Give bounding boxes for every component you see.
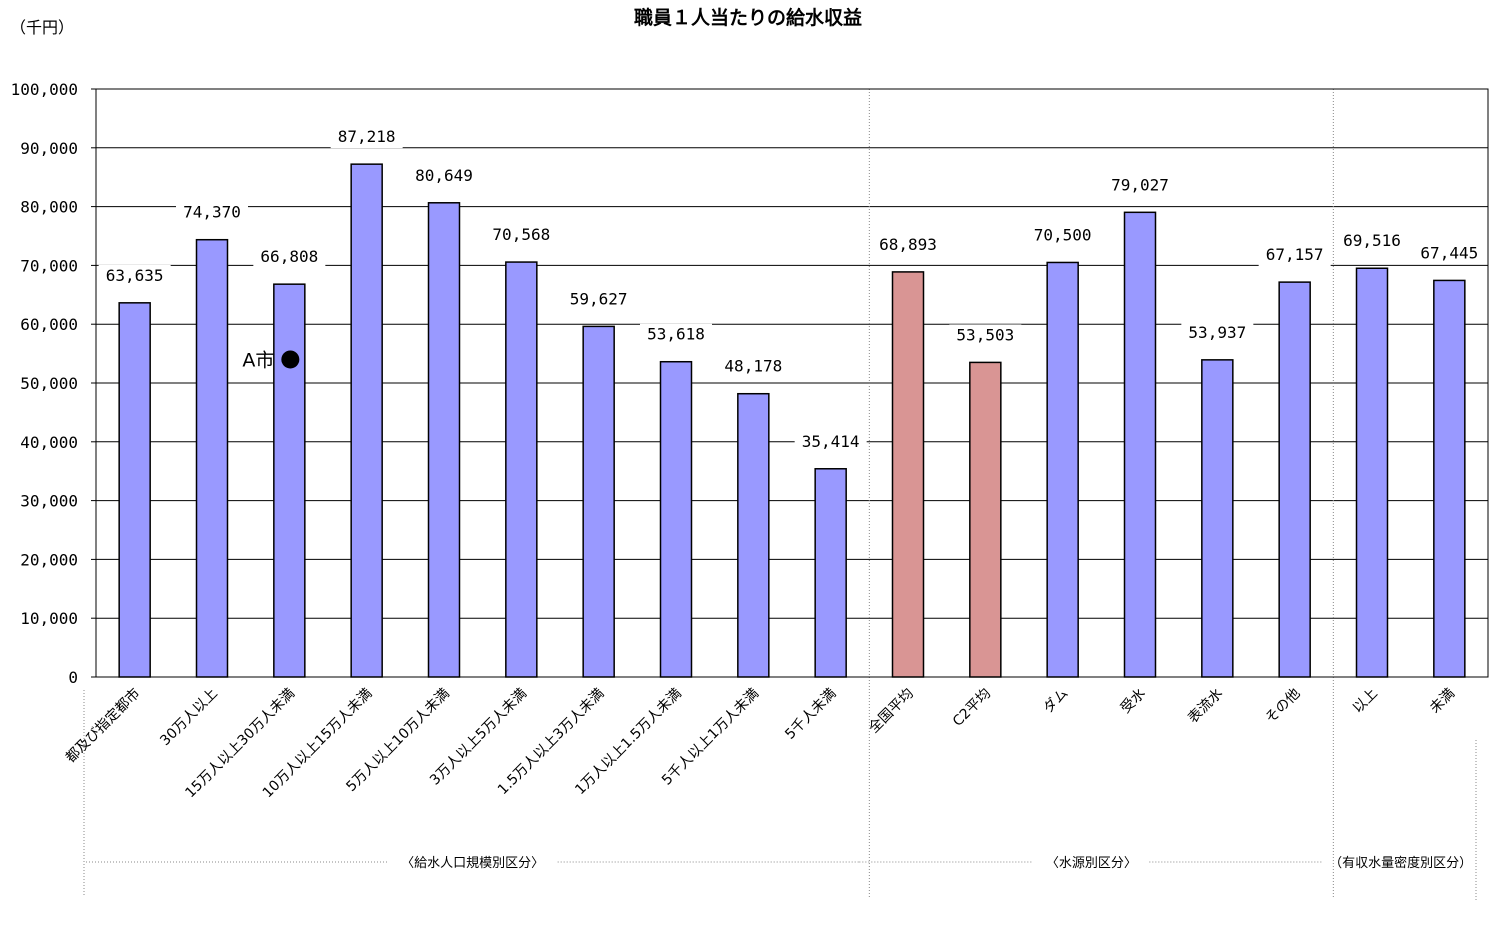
plot-area-frame: [95, 88, 1489, 678]
data-label: 68,893: [879, 235, 937, 254]
x-tick-label: 以上: [1350, 686, 1381, 717]
y-axis: 100,000 90,000 80,000 70,000 60,000 50,000 40,…: [11, 80, 96, 687]
data-label: 70,500: [1034, 225, 1092, 244]
data-label: 53,618: [647, 325, 705, 344]
x-tick-label: その他: [1262, 686, 1303, 727]
data-label-bg: [1104, 174, 1176, 197]
x-tick-label: 全国平均: [865, 685, 917, 737]
data-label-bg: [176, 201, 248, 224]
x-tick-label: 都及び指定都市: [62, 685, 143, 766]
data-label-bg: [98, 264, 171, 287]
data-label-bg: [485, 224, 558, 247]
y-tick-label: 70,000: [20, 256, 78, 275]
data-label: 53,937: [1188, 323, 1246, 342]
x-axis: 都及び指定都市 30万人以上15万人以上30万人未満10万人以上15万人未満5万人…: [62, 685, 1458, 801]
data-label-bg: [330, 126, 403, 149]
data-label: 53,503: [956, 325, 1014, 344]
data-label-bg: [1258, 244, 1331, 267]
y-tick-label: 0: [68, 668, 78, 687]
data-label-bg: [1026, 224, 1099, 247]
y-tick-label: 100,000: [11, 80, 78, 99]
data-label-bg: [717, 355, 790, 378]
group-labels: 〈給水人口規模別区分〉 〈水源別区分〉 （有収水量密度別区分）: [86, 855, 1472, 871]
y-tick-label: 90,000: [20, 139, 78, 158]
data-label-bg: [562, 288, 635, 311]
data-label: 67,157: [1266, 245, 1324, 264]
data-label: 63,635: [106, 266, 164, 285]
data-label-bg: [872, 233, 944, 256]
group-label: 〈給水人口規模別区分〉: [401, 856, 544, 871]
bar: [969, 361, 1002, 678]
annotation-marker: [281, 350, 300, 369]
y-tick-label: 20,000: [20, 550, 78, 569]
x-tick-label: 受水: [1118, 686, 1149, 717]
bar: [1201, 359, 1234, 678]
data-label-bg: [794, 430, 867, 453]
y-tick-label: 40,000: [20, 433, 78, 452]
y-tick-label: 50,000: [20, 374, 78, 393]
x-tick-label: C2平均: [950, 686, 994, 730]
data-label: 87,218: [338, 127, 396, 146]
unit-label: （千円）: [10, 18, 74, 37]
data-label-bg: [640, 323, 712, 346]
bar: [427, 202, 461, 678]
x-tick-label: 30万人以上: [157, 686, 221, 750]
data-label: 74,370: [183, 203, 241, 222]
data-label: 79,027: [1111, 175, 1169, 194]
section-dividers: [83, 89, 1477, 902]
data-label-bg: [1181, 321, 1254, 344]
bar: [659, 360, 693, 678]
x-tick-label: ダム: [1040, 686, 1071, 717]
data-label-bg: [408, 164, 480, 187]
data-label: 66,808: [260, 247, 318, 266]
data-label-bg: [949, 324, 1022, 347]
bar: [814, 468, 847, 678]
data-label-bg: [1336, 230, 1408, 253]
data-labels: 63,635 74,370 66,808 87,218 80,649 70,568 59,6…: [98, 126, 1486, 453]
bars: [118, 163, 1466, 678]
data-label: 35,414: [802, 432, 860, 451]
x-tick-label: 表流水: [1185, 686, 1226, 727]
data-label: 69,516: [1343, 231, 1401, 250]
data-label-bg: [253, 246, 326, 269]
x-tick-label: 未満: [1427, 686, 1458, 717]
bar: [1278, 281, 1311, 678]
chart-title: 職員１人当たりの給水収益: [634, 6, 862, 29]
bar: [195, 238, 229, 678]
y-tick-label: 80,000: [20, 198, 78, 217]
bar: [737, 392, 770, 678]
data-label-bg: [1413, 242, 1486, 265]
x-tick-label: 5千人未満: [782, 686, 839, 743]
bar: [1123, 211, 1157, 678]
y-tick-label: 60,000: [20, 315, 78, 334]
annotation: A市: [242, 349, 300, 371]
group-label: 〈水源別区分〉: [1046, 856, 1137, 871]
y-tick-label: 30,000: [20, 492, 78, 511]
gridlines: [96, 147, 1488, 619]
bar: [118, 302, 151, 678]
bar: [273, 283, 306, 678]
data-label: 80,649: [415, 166, 473, 185]
bar: [891, 271, 925, 678]
annotation-label: A市: [242, 349, 274, 371]
bar: [1355, 267, 1389, 678]
bar: [505, 261, 538, 678]
data-label: 67,445: [1420, 243, 1478, 262]
group-label: （有収水量密度別区分）: [1329, 855, 1472, 871]
data-label: 70,568: [492, 225, 550, 244]
bar: [1046, 261, 1079, 678]
y-tick-label: 10,000: [20, 609, 78, 628]
bar: [582, 325, 615, 678]
data-label: 48,178: [724, 357, 782, 376]
bar: [1433, 279, 1466, 678]
bar: [350, 163, 383, 678]
data-label: 59,627: [570, 289, 628, 308]
